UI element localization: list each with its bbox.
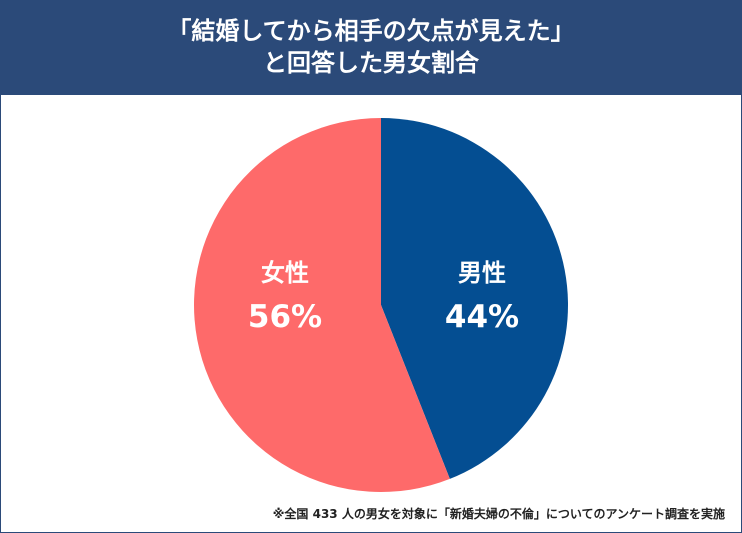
title-line-2: と回答した男女割合 (263, 49, 479, 77)
slice-value-male: 44% (445, 299, 519, 335)
slice-label-female: 女性 (261, 259, 309, 287)
slice-value-female: 56% (248, 299, 322, 335)
pie-slice-female (194, 118, 450, 492)
survey-footnote: ※全国 433 人の男女を対象に「新婚夫婦の不倫」についてのアンケート調査を実施 (272, 507, 725, 521)
title-line-1: 「結婚してから相手の欠点が見えた」 (167, 17, 575, 45)
slice-label-male: 男性 (458, 259, 506, 287)
pie-slice-male (381, 118, 569, 479)
chart-header: 「結婚してから相手の欠点が見えた」 と回答した男女割合 (1, 1, 741, 95)
